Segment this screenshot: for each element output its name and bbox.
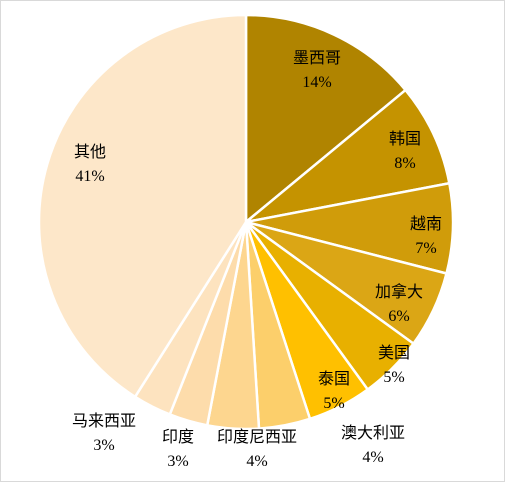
slice-value-label-6: 4% bbox=[362, 449, 383, 466]
slice-category-label-6: 澳大利亚 bbox=[341, 424, 405, 442]
pie-slice-10 bbox=[37, 13, 248, 399]
slice-value-label-9: 3% bbox=[93, 437, 114, 454]
slice-category-label-8: 印度 bbox=[162, 428, 194, 446]
slice-value-label-2: 7% bbox=[415, 240, 436, 257]
slice-category-label-10: 其他 bbox=[74, 143, 106, 161]
slice-value-label-8: 3% bbox=[167, 453, 188, 470]
slice-category-label-2: 越南 bbox=[410, 215, 442, 233]
pie-slice-1 bbox=[244, 88, 451, 224]
slice-category-label-0: 墨西哥 bbox=[293, 50, 341, 67]
slice-value-label-7: 4% bbox=[246, 453, 267, 470]
slice-category-label-9: 马来西亚 bbox=[72, 412, 136, 430]
slice-category-label-3: 加拿大 bbox=[375, 282, 423, 301]
slice-value-label-5: 5% bbox=[323, 395, 344, 412]
slice-category-label-7: 印度尼西亚 bbox=[217, 428, 297, 446]
slice-category-label-1: 韩国 bbox=[389, 130, 421, 148]
slice-category-label-5: 泰国 bbox=[318, 370, 350, 388]
pie-slice-0 bbox=[244, 13, 407, 224]
slice-value-label-1: 8% bbox=[394, 155, 415, 172]
slice-category-label-4: 美国 bbox=[378, 344, 410, 362]
slice-value-label-0: 14% bbox=[302, 74, 331, 91]
slice-value-label-4: 5% bbox=[383, 369, 404, 386]
slice-value-label-3: 6% bbox=[388, 308, 409, 325]
slice-value-label-10: 41% bbox=[75, 168, 104, 185]
